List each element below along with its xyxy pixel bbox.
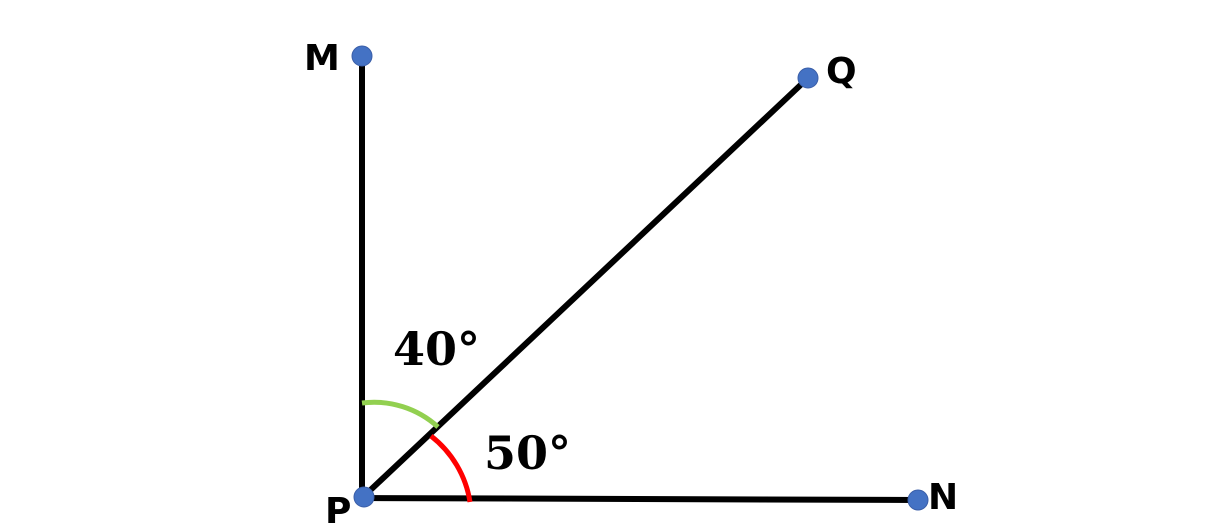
angle-label-qpn: 50° [484, 426, 571, 480]
point-label-m: M [304, 38, 340, 79]
point-q [797, 67, 819, 89]
angle-arc-mpq [361, 399, 440, 429]
point-m [351, 45, 373, 67]
angle-label-mpq: 40° [393, 322, 480, 376]
ray-pn [359, 495, 921, 503]
point-n [907, 489, 929, 511]
point-label-p: P [325, 491, 351, 529]
angle-arc-qpn [429, 434, 473, 503]
ray-pq [359, 75, 811, 501]
point-p [353, 486, 375, 508]
point-label-q: Q [826, 51, 857, 92]
point-label-n: N [928, 477, 958, 518]
